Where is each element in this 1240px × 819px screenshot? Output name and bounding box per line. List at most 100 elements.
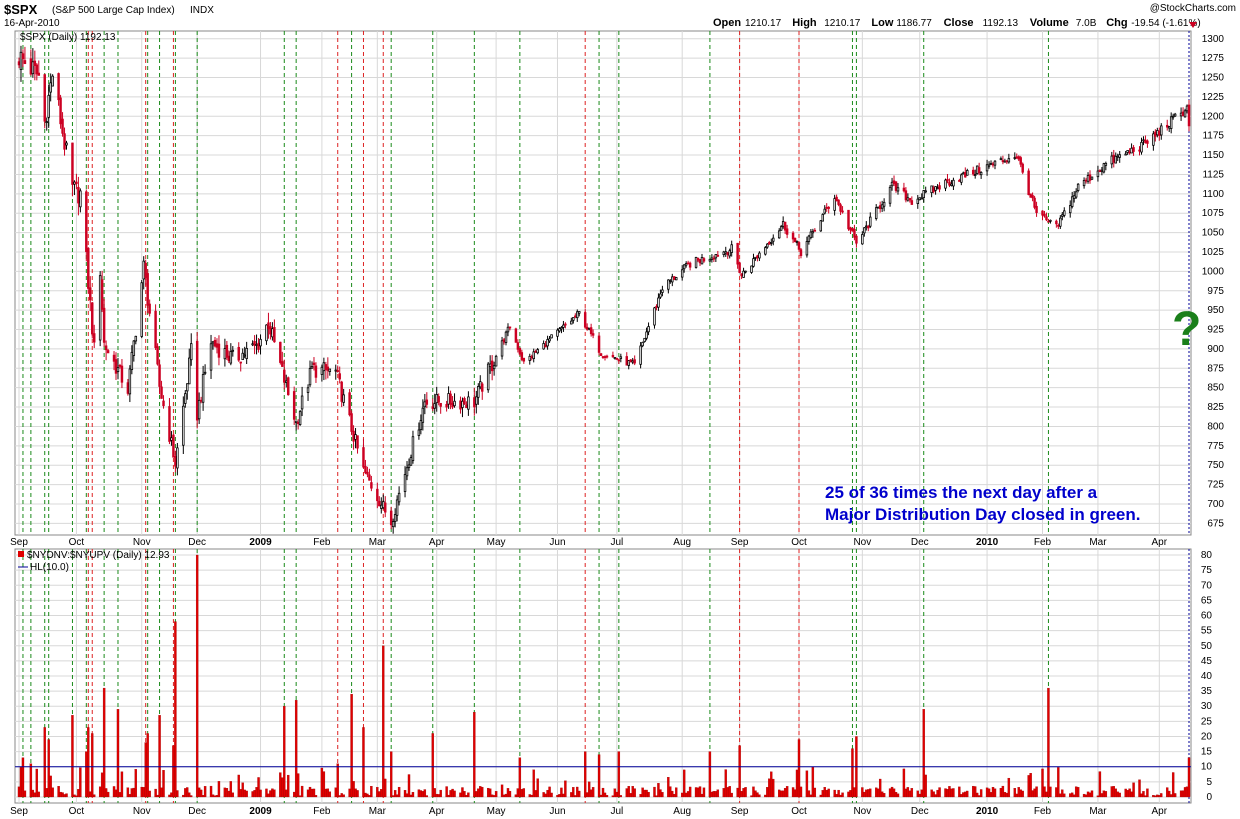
candle-body: [1104, 162, 1108, 166]
candle: [797, 241, 801, 251]
price-y-tick: 1075: [1202, 208, 1225, 219]
ratio-y-tick: 15: [1201, 747, 1213, 758]
ratio-bar: [847, 791, 850, 798]
ratio-bar: [1005, 792, 1009, 798]
ratio-bar: [467, 792, 470, 798]
candle-body: [91, 302, 94, 335]
price-y-axis: 675 700 725 750 775 800 825 850 875 900 925 950 975 1…: [1202, 34, 1225, 530]
candle-body: [98, 275, 102, 341]
candle: [144, 259, 147, 286]
ratio-bar: [991, 786, 995, 798]
candle-body: [21, 53, 25, 60]
candle-body: [849, 227, 852, 231]
candle-body: [520, 352, 524, 360]
candle: [1183, 108, 1187, 118]
ratio-bar: [37, 791, 40, 798]
ratio-bar: [342, 794, 345, 798]
candle-body: [1084, 179, 1088, 182]
price-x-tick: Nov: [853, 537, 871, 548]
ratio-bar: [1043, 786, 1046, 798]
ratio-y-tick: 35: [1201, 686, 1213, 697]
candle-body: [837, 199, 840, 205]
candle-body: [479, 381, 482, 388]
ratio-bar: [417, 789, 421, 798]
candle-body: [756, 255, 759, 259]
ratio-y-tick: 75: [1201, 565, 1213, 576]
candle-body: [112, 354, 116, 362]
candle-body: [140, 282, 143, 337]
candle-body: [878, 205, 882, 210]
candle: [114, 352, 118, 380]
candle-body: [281, 361, 284, 367]
candle: [146, 269, 149, 314]
candle-body: [657, 297, 660, 308]
ratio-bar: [892, 788, 896, 798]
candle-body: [823, 208, 826, 214]
candle-body: [682, 264, 686, 270]
candle-body: [1070, 196, 1074, 207]
candle: [516, 339, 520, 353]
ratio-bar: [35, 768, 39, 798]
candle: [65, 140, 68, 150]
candle-body: [461, 400, 464, 408]
ratio-bar: [849, 790, 852, 798]
candle-body: [31, 61, 35, 75]
candle-body: [738, 262, 741, 273]
candle-body: [708, 258, 712, 262]
candle: [1140, 137, 1143, 155]
ratio-bar: [273, 789, 276, 798]
price-x-tick: Jun: [549, 537, 565, 548]
candle: [971, 166, 975, 176]
candle: [1070, 191, 1074, 209]
ratio-bar: [839, 794, 842, 798]
ratio-bar: [738, 745, 741, 798]
candle: [694, 256, 698, 269]
ratio-bar: [87, 727, 90, 798]
ratio-bar: [736, 787, 739, 798]
candle-body: [473, 397, 476, 408]
candle: [589, 323, 593, 337]
annotation-line-2: Major Distribution Day closed in green.: [825, 505, 1141, 524]
candle-body: [77, 186, 80, 204]
candle: [944, 178, 947, 192]
candle-body: [419, 420, 423, 431]
candle: [100, 270, 104, 313]
ratio-bar: [669, 786, 672, 798]
ratio-bar: [863, 791, 866, 798]
ratio-bar: [700, 793, 704, 798]
candle-body: [312, 362, 316, 366]
ratio-bar: [47, 739, 50, 798]
candle-body: [1128, 151, 1131, 154]
ratio-y-tick: 60: [1201, 611, 1213, 622]
candle: [890, 177, 894, 191]
ratio-bar: [437, 794, 440, 798]
ratio-y-tick: 45: [1201, 656, 1213, 667]
candle: [827, 206, 830, 214]
ratio-bar: [962, 792, 965, 798]
ratio-bar: [585, 792, 589, 798]
candle: [809, 228, 813, 240]
ratio-bar: [1100, 793, 1104, 798]
ratio-bar: [894, 792, 898, 798]
candle: [682, 264, 686, 273]
candle-body: [1171, 115, 1175, 118]
candle-body: [1055, 220, 1058, 225]
ratio-bar: [686, 791, 690, 798]
candle-body: [667, 279, 670, 290]
candle: [605, 354, 609, 359]
candle-body: [1156, 130, 1159, 136]
ratio-bar: [572, 787, 575, 798]
candle: [948, 178, 951, 188]
ratio-x-tick: May: [487, 806, 506, 817]
candle: [156, 343, 159, 366]
ratio-bar: [1063, 793, 1066, 798]
candle-body: [1158, 130, 1161, 136]
candle-body: [847, 209, 850, 230]
candle: [504, 330, 508, 346]
ratio-bar: [1169, 794, 1173, 798]
candle-body: [752, 258, 755, 267]
candle-body: [308, 368, 312, 386]
candle: [583, 308, 587, 328]
ratio-bar: [1187, 757, 1191, 798]
candle-body: [354, 434, 357, 440]
